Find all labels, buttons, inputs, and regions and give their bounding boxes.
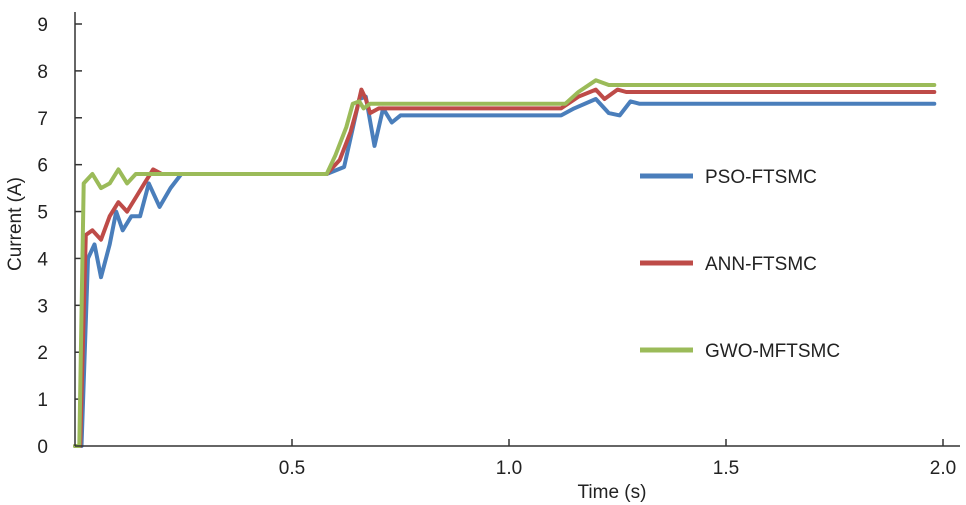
x-tick-label: 2.0 (930, 458, 956, 479)
legend-label-gwo-mftsmc: GWO-MFTSMC (705, 341, 840, 362)
y-tick-label: 6 (37, 156, 48, 177)
y-tick-label: 1 (37, 390, 48, 411)
y-axis-title: Current (A) (5, 177, 26, 271)
y-tick-label: 7 (37, 109, 48, 130)
x-axis-ticks: 0.5 1.0 1.5 2.0 (279, 439, 956, 479)
legend-label-ann-ftsmc: ANN-FTSMC (705, 254, 817, 275)
y-tick-label: 5 (37, 203, 48, 224)
series-line-ann-ftsmc (73, 87, 937, 448)
series-layer (73, 78, 937, 448)
y-tick-label: 8 (37, 62, 48, 83)
y-tick-label: 2 (37, 343, 48, 364)
legend: PSO-FTSMC ANN-FTSMC GWO-MFTSMC (640, 167, 840, 362)
x-tick-label: 1.0 (496, 458, 522, 479)
legend-label-pso-ftsmc: PSO-FTSMC (705, 167, 817, 188)
y-axis-ticks: 0 1 2 3 4 5 6 7 8 9 (37, 15, 82, 458)
x-tick-label: 1.5 (713, 458, 739, 479)
y-tick-label: 4 (37, 249, 48, 270)
x-axis-title: Time (s) (578, 482, 647, 503)
y-tick-label: 3 (37, 296, 48, 317)
x-tick-label: 0.5 (279, 458, 305, 479)
y-tick-label: 9 (37, 15, 48, 36)
series-line-pso-ftsmc (73, 94, 937, 448)
series-line-gwo-mftsmc (73, 78, 937, 448)
y-tick-label: 0 (37, 437, 48, 458)
